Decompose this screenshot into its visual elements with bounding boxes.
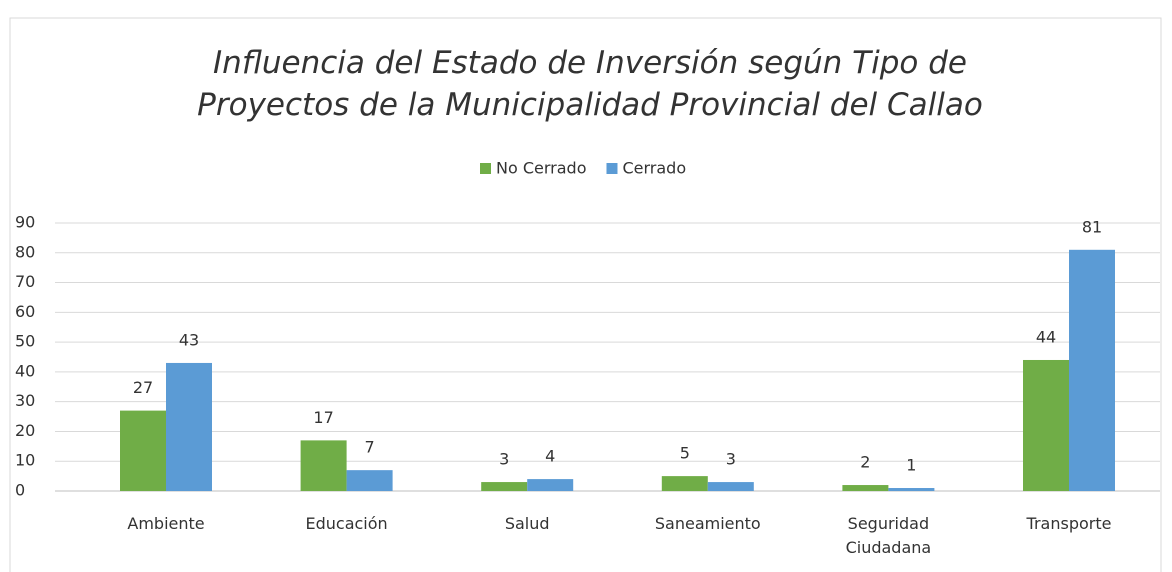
y-tick-label: 50 xyxy=(15,332,35,351)
bar xyxy=(1023,359,1069,491)
y-tick-label: 30 xyxy=(15,391,35,410)
x-tick-label: Transporte xyxy=(1026,514,1112,533)
bar xyxy=(527,479,574,491)
legend-swatch xyxy=(480,163,491,174)
data-label: 5 xyxy=(680,444,690,463)
legend-label: No Cerrado xyxy=(496,159,586,178)
x-tick-label: Ambiente xyxy=(127,514,205,533)
y-tick-label: 70 xyxy=(15,272,35,291)
y-tick-label: 90 xyxy=(15,213,35,232)
legend-swatch xyxy=(606,163,618,174)
x-tick-label: Educación xyxy=(305,514,388,533)
bar xyxy=(707,482,754,491)
bar xyxy=(661,476,708,491)
x-tick-label: Saneamiento xyxy=(654,514,761,533)
data-label: 4 xyxy=(545,447,555,466)
y-tick-label: 0 xyxy=(15,481,25,500)
data-label: 1 xyxy=(906,456,916,475)
bar xyxy=(346,470,393,491)
chart-title: Influencia del Estado de Inversión según… xyxy=(197,45,983,123)
data-label: 7 xyxy=(365,438,375,457)
data-label: 3 xyxy=(499,450,509,469)
y-tick-label: 40 xyxy=(15,361,35,380)
y-tick-label: 20 xyxy=(15,421,35,440)
x-tick-label: Salud xyxy=(504,514,550,533)
data-label: 3 xyxy=(726,450,736,469)
data-label: 2 xyxy=(860,453,870,472)
bar xyxy=(300,440,347,491)
bar xyxy=(1069,249,1115,491)
chart-frame xyxy=(9,17,1162,572)
data-label: 27 xyxy=(133,378,153,397)
y-tick-label: 80 xyxy=(15,242,35,261)
data-label: 81 xyxy=(1082,217,1102,236)
bar xyxy=(888,488,935,491)
bar xyxy=(166,362,212,491)
bar xyxy=(842,485,889,491)
data-label: 43 xyxy=(179,330,199,349)
legend-label: Cerrado xyxy=(622,159,686,178)
y-tick-label: 10 xyxy=(15,451,35,470)
data-label: 44 xyxy=(1036,327,1056,346)
y-tick-label: 60 xyxy=(15,302,35,321)
x-tick-label: Seguridad Ciudadana xyxy=(845,514,932,557)
bar xyxy=(481,482,528,491)
bar xyxy=(120,410,166,491)
data-label: 17 xyxy=(313,408,333,427)
